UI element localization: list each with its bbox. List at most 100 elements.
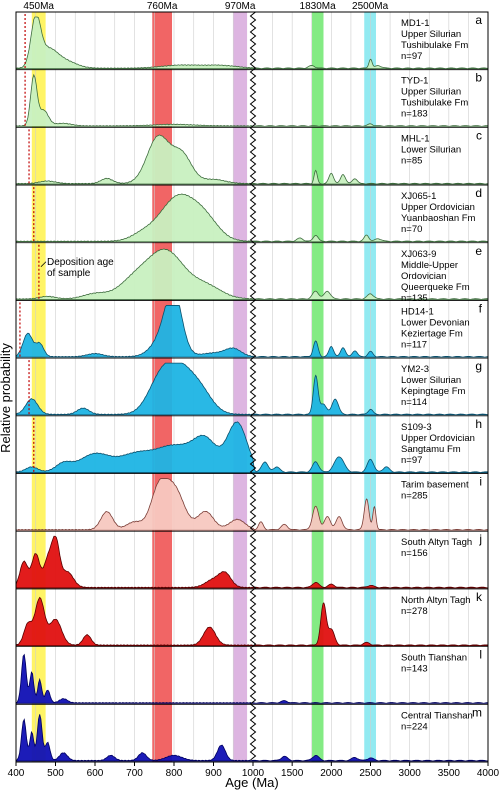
- x-tick-label-400: 400: [8, 768, 25, 779]
- panel-l-label-line: South Tianshan: [401, 653, 467, 664]
- age-bands: 450Ma 760Ma 970Ma 1830Ma 2500Ma: [23, 1, 389, 762]
- x-tick-label-800: 800: [166, 768, 183, 779]
- x-tick-label-500: 500: [47, 768, 64, 779]
- x-axis: 400 500 600 700 800 900 1000 1500 2000 2500 3000 35…: [8, 762, 500, 779]
- deposition-annotation-line1: Deposition age: [47, 257, 114, 268]
- axis-break-line: [249, 11, 257, 761]
- panel-l-label-line: n=143: [401, 664, 428, 675]
- panel-a-label-line: MD1-1: [401, 18, 430, 29]
- panel-e-letter: e: [475, 244, 482, 258]
- panel-g-label-line: Lower Silurian: [401, 375, 461, 386]
- x-tick-label-1500: 1500: [281, 768, 304, 779]
- panel-m-label-line: n=224: [401, 721, 428, 732]
- deposition-annotation-line2: of sample: [47, 268, 91, 279]
- panel-h-label-line: Upper Ordovician: [401, 433, 475, 444]
- panel-c-letter: c: [476, 128, 482, 142]
- x-tick-label-2500: 2500: [359, 768, 382, 779]
- age-band-label-0: 450Ma: [23, 1, 54, 12]
- age-band-4: [364, 12, 376, 762]
- panel-m-label-line: Central Tianshan: [401, 710, 473, 721]
- plot-border: [15, 11, 489, 763]
- panel-d-label-line: Yuanbaoshan Fm: [401, 213, 476, 224]
- panel-h-label-line: S109-3: [401, 422, 432, 433]
- y-axis-label: Relative probability: [0, 343, 13, 453]
- panel-i-label-line: n=285: [401, 491, 428, 502]
- panel-j-label-line: South Altyn Tagh: [401, 537, 472, 548]
- x-tick-label-4000: 4000: [477, 768, 500, 779]
- panel-a-distribution: [15, 16, 489, 70]
- panel-a-label-line: Tushibulake Fm: [401, 40, 468, 51]
- panel-k-distribution: [15, 596, 489, 647]
- age-band-label-4: 2500Ma: [352, 1, 389, 12]
- panel-e-label-line: n=135: [401, 293, 428, 304]
- panel-l-distribution: [15, 653, 489, 704]
- panel-e-label-line: XJ063-9: [401, 249, 436, 260]
- panel-k-label-line: North Altyn Tagh: [401, 595, 471, 606]
- panel-c-label-line: MHL-1: [401, 133, 430, 144]
- panel-g-letter: g: [475, 359, 482, 373]
- x-tick-label-600: 600: [87, 768, 104, 779]
- panel-h-letter: h: [475, 417, 482, 431]
- panel-h-distribution: [15, 421, 489, 473]
- panel-f-letter: f: [479, 301, 483, 315]
- panel-g-label-line: Kepingtage Fm: [401, 386, 466, 397]
- panel-d-label-line: Upper Ordovician: [401, 202, 475, 213]
- panel-f-label-line: HD14-1: [401, 306, 434, 317]
- panel-k-label-line: n=278: [401, 606, 428, 617]
- panel-d-label-line: XJ065-1: [401, 191, 436, 202]
- panel-a-label-line: n=97: [401, 51, 422, 62]
- x-tick-label-1000: 1000: [242, 768, 265, 779]
- panel-m-letter: m: [472, 705, 482, 719]
- deposition-annotation-arrow: [40, 261, 47, 268]
- panel-i-distribution: [15, 478, 489, 531]
- panel-c-distribution: [15, 134, 489, 185]
- panel-e: e XJ063-9Middle-UpperOrdovicianQueerqueke…: [15, 244, 489, 304]
- panel-d-letter: d: [475, 186, 482, 200]
- age-band-label-1: 760Ma: [147, 1, 178, 12]
- panel-b-distribution: [15, 73, 489, 127]
- panel-e-distribution: [15, 248, 489, 300]
- x-tick-label-3500: 3500: [438, 768, 461, 779]
- panel-e-label-line: Ordovician: [401, 271, 446, 282]
- panel-g-label-line: n=114: [401, 397, 427, 408]
- panel-c-label-line: Lower Silurian: [401, 144, 461, 155]
- panel-g-distribution: [15, 362, 489, 416]
- panel-f-label-line: n=117: [401, 339, 427, 350]
- age-band-2: [233, 12, 248, 762]
- panel-m-distribution: [15, 714, 489, 762]
- panel-b-letter: b: [475, 71, 482, 85]
- panel-b-label-line: n=183: [401, 109, 428, 120]
- panel-d-label-line: n=70: [401, 224, 422, 235]
- panel-l-letter: l: [479, 648, 482, 662]
- panel-e-label-line: Middle-Upper: [401, 260, 458, 271]
- panel-f-distribution: [15, 305, 489, 358]
- age-band-label-3: 1830Ma: [300, 1, 337, 12]
- panel-h-label-line: Sangtamu Fm: [401, 444, 461, 455]
- panel-i-label-line: Tarim basement: [401, 480, 469, 491]
- x-tick-label-3000: 3000: [399, 768, 422, 779]
- x-tick-label-2000: 2000: [320, 768, 343, 779]
- panel-j-label-line: n=156: [401, 548, 428, 559]
- x-tick-label-900: 900: [205, 768, 222, 779]
- panel-g-label-line: YM2-3: [401, 364, 429, 375]
- panel-c-label-line: n=85: [401, 155, 422, 166]
- x-tick-label-700: 700: [126, 768, 143, 779]
- panel-j-distribution: [15, 535, 489, 589]
- x-axis-label: Age (Ma): [225, 775, 278, 790]
- panel-a-label-line: Upper Silurian: [401, 29, 461, 40]
- panel-f-label-line: Keziertage Fm: [401, 328, 463, 339]
- panel-k-letter: k: [476, 590, 483, 604]
- panel-b-label-line: Upper Silurian: [401, 87, 461, 98]
- panel-b-label-line: Tushibulake Fm: [401, 98, 468, 109]
- panel-j-letter: j: [478, 532, 482, 546]
- panel-b-label-line: TYD-1: [401, 76, 428, 87]
